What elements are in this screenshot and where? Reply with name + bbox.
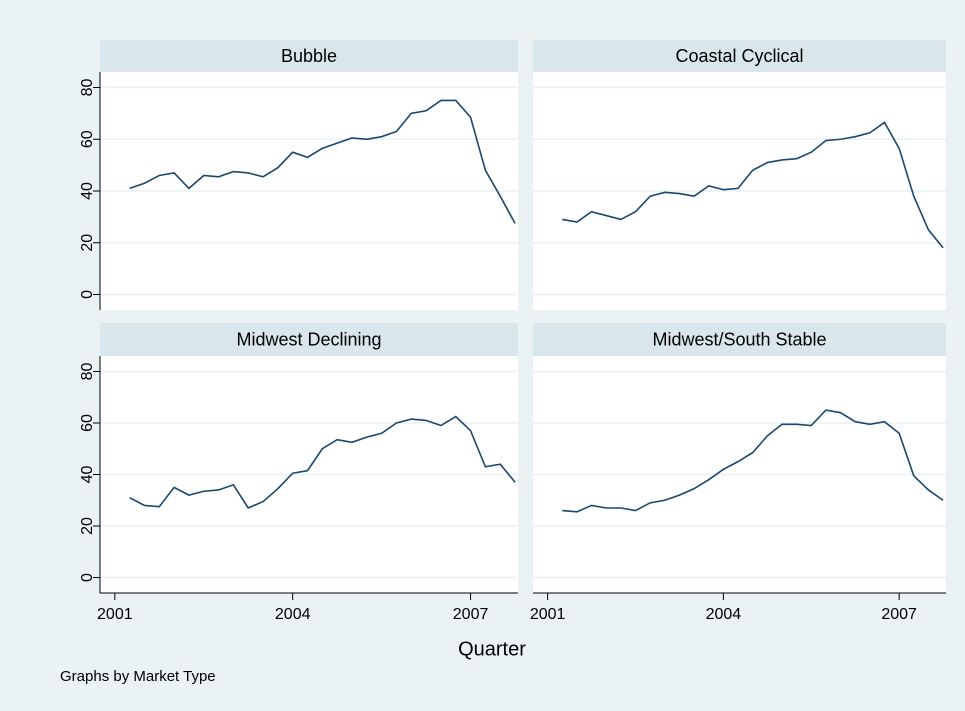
data-line — [129, 415, 516, 509]
strip — [100, 323, 518, 356]
panel-title: Midwest/South Stable — [652, 329, 826, 349]
x-axis-label: Quarter — [458, 638, 526, 660]
note: Graphs by Market Type — [60, 668, 216, 685]
y-tick-label: 60 — [79, 130, 96, 148]
strip — [533, 323, 946, 356]
y-tick-label: 40 — [79, 182, 96, 200]
panel-title: Coastal Cyclical — [675, 46, 803, 66]
data-line — [562, 409, 944, 513]
y-tick-label: 0 — [79, 573, 96, 582]
x-tick-label: 2004 — [706, 606, 742, 623]
x-tick-label: 2001 — [97, 606, 133, 623]
data-line — [562, 121, 944, 249]
y-tick-label: 20 — [79, 517, 96, 535]
x-tick-label: 2004 — [275, 606, 311, 623]
y-tick-label: 0 — [79, 290, 96, 299]
strip — [533, 40, 946, 72]
y-tick-label: 20 — [79, 234, 96, 252]
y-tick-label: 40 — [79, 466, 96, 484]
strip — [100, 40, 518, 72]
panel-title: Bubble — [281, 46, 337, 66]
data-line — [129, 99, 516, 224]
x-tick-label: 2007 — [881, 606, 917, 623]
panel-title: Midwest Declining — [236, 329, 381, 349]
y-tick-label: 60 — [79, 414, 96, 432]
x-tick-label: 2007 — [453, 606, 489, 623]
x-tick-label: 2001 — [530, 606, 566, 623]
y-tick-label: 80 — [79, 362, 96, 380]
y-tick-label: 80 — [79, 79, 96, 97]
